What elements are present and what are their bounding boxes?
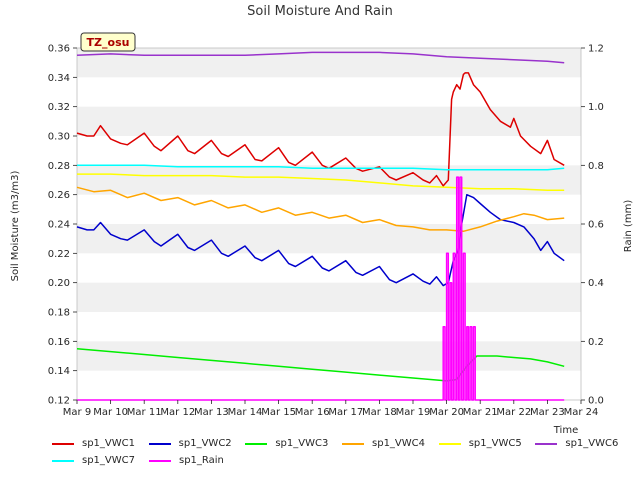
- site-label: TZ_osu: [87, 36, 130, 49]
- legend-label: sp1_VWC7: [82, 455, 135, 466]
- y-left-tick-label: 0.12: [48, 396, 70, 407]
- y-right-tick-label: 0.6: [588, 220, 604, 231]
- x-axis-label: Time: [553, 425, 578, 436]
- series-layer: [76, 51, 565, 401]
- y-axis-right: 0.0 0.2 0.4 0.6 0.8 1.0 1.2: [581, 44, 604, 407]
- legend-label: sp1_VWC3: [275, 438, 329, 449]
- y-left-tick-label: 0.18: [48, 308, 70, 319]
- legend-label: sp1_Rain: [179, 455, 224, 466]
- y-left-tick-label: 0.26: [48, 190, 70, 201]
- x-tick-label: Mar 22: [496, 407, 531, 418]
- y-axis-left-label: Soil Moisture (m3/m3): [10, 171, 21, 282]
- x-tick-label: Mar 19: [396, 407, 431, 418]
- x-tick-label: Mar 15: [261, 407, 296, 418]
- legend-swatch: [148, 442, 171, 445]
- x-tick-label: Mar 10: [93, 407, 128, 418]
- plot-bands: [77, 48, 581, 371]
- x-tick-label: Mar 11: [127, 407, 162, 418]
- legend-label: sp1_VWC6: [565, 438, 619, 449]
- y-left-tick-label: 0.24: [48, 220, 70, 231]
- y-left-tick-label: 0.20: [48, 278, 70, 289]
- y-left-tick-label: 0.34: [48, 73, 70, 84]
- legend-swatch: [438, 442, 461, 445]
- x-tick-label: Mar 18: [362, 407, 397, 418]
- y-left-tick-label: 0.28: [48, 161, 70, 172]
- x-tick-label: Mar 13: [194, 407, 229, 418]
- legend-item-sp1-vwc1: sp1_VWC1: [52, 438, 149, 449]
- y-left-tick-label: 0.32: [48, 102, 70, 113]
- y-axis-left: 0.12 0.14 0.16 0.18 0.20 0.22 0.24 0.26 0.28 0.30…: [48, 44, 77, 407]
- y-right-tick-label: 0.4: [588, 278, 604, 289]
- series-line-sp1-vwc3: [76, 347, 565, 382]
- series-line-sp1-vwc2: [76, 193, 565, 287]
- y-left-tick-label: 0.30: [48, 132, 70, 143]
- y-right-tick-label: 1.0: [588, 102, 604, 113]
- legend-label: sp1_VWC5: [468, 438, 522, 449]
- y-left-tick-label: 0.14: [48, 366, 70, 377]
- legend-item-sp1-vwc3: sp1_VWC3: [245, 438, 342, 449]
- plot-band: [77, 106, 581, 136]
- legend-swatch: [52, 442, 74, 445]
- series-line-sp1-vwc7: [77, 164, 565, 171]
- y-axis-right-label: Rain (mm): [623, 200, 634, 253]
- y-right-tick-label: 0.8: [588, 161, 604, 172]
- x-tick-label: Mar 24: [564, 407, 599, 418]
- legend-swatch: [245, 442, 268, 445]
- legend-label: sp1_VWC4: [372, 438, 426, 449]
- x-tick-label: Mar 21: [463, 407, 498, 418]
- x-tick-label: Mar 14: [228, 407, 263, 418]
- legend-swatch: [52, 459, 74, 462]
- legend-label: sp1_VWC1: [82, 438, 135, 449]
- legend-row: sp1_VWC7 sp1_Rain: [52, 452, 632, 469]
- legend-item-sp1-vwc2: sp1_VWC2: [148, 438, 246, 449]
- x-tick-label: Mar 23: [530, 407, 565, 418]
- legend-item-sp1-vwc5: sp1_VWC5: [438, 438, 536, 449]
- x-tick-label: Mar 12: [160, 407, 195, 418]
- legend-swatch: [535, 442, 558, 445]
- legend-swatch: [342, 442, 365, 445]
- legend-item-sp1-vwc4: sp1_VWC4: [342, 438, 439, 449]
- legend-label: sp1_VWC2: [178, 438, 232, 449]
- y-right-tick-label: 1.2: [588, 44, 604, 55]
- legend: sp1_VWC1 sp1_VWC2 sp1_VWC3 sp1_VWC4 sp1_VWC5…: [52, 435, 632, 469]
- plot-band: [77, 224, 581, 254]
- x-tick-label: Mar 20: [429, 407, 464, 418]
- plot-band: [77, 282, 581, 312]
- site-badge: TZ_osu: [80, 32, 136, 52]
- series-line-sp1-vwc6: [76, 51, 565, 64]
- series-line-sp1-vwc4: [76, 186, 565, 233]
- y-left-tick-label: 0.16: [48, 337, 70, 348]
- legend-item-sp1-rain: sp1_Rain: [149, 455, 246, 466]
- series-line-sp1-vwc5: [77, 173, 565, 192]
- chart-title: Soil Moisture And Rain: [247, 4, 393, 19]
- y-left-tick-label: 0.36: [48, 44, 70, 55]
- legend-swatch: [149, 459, 171, 462]
- x-tick-label: Mar 16: [295, 407, 330, 418]
- legend-item-sp1-vwc7: sp1_VWC7: [52, 455, 149, 466]
- y-right-tick-label: 0.2: [588, 337, 604, 348]
- y-left-tick-label: 0.22: [48, 249, 70, 260]
- series-line-sp1-rain: [77, 176, 565, 401]
- x-tick-label: Mar 17: [328, 407, 363, 418]
- x-tick-label: Mar 9: [63, 407, 91, 418]
- y-right-tick-label: 0.0: [588, 396, 604, 407]
- legend-row: sp1_VWC1 sp1_VWC2 sp1_VWC3 sp1_VWC4 sp1_VWC5…: [52, 435, 632, 452]
- legend-item-sp1-vwc6: sp1_VWC6: [535, 438, 632, 449]
